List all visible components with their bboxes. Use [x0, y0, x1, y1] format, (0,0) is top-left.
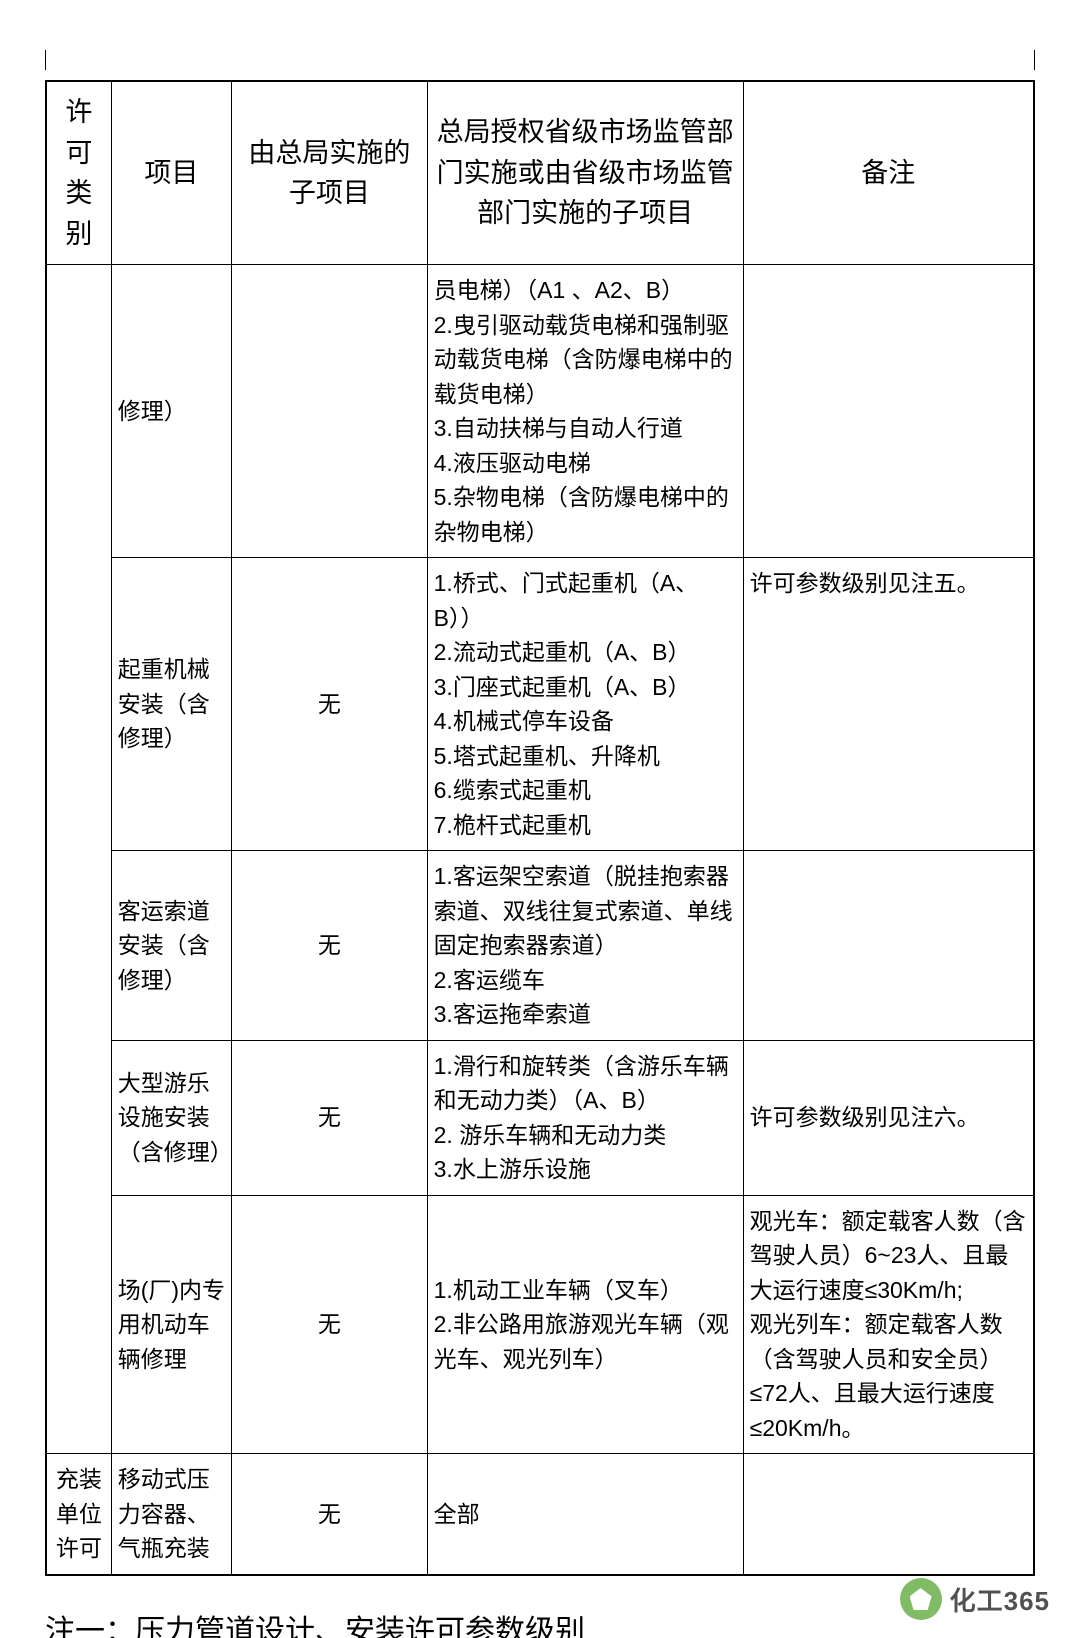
section-heading: 注一：压力管道设计、安装许可参数级别: [45, 1606, 1035, 1638]
cell-category: 充装单位许可: [46, 1454, 111, 1575]
cell-note: 观光车：额定载客人数（含驾驶人员）6~23人、且最大运行速度≤30Km/h;观光…: [743, 1195, 1034, 1454]
cell-sub: 无: [232, 558, 428, 851]
page-top-rule: [45, 50, 1035, 70]
cell-note: [743, 851, 1034, 1041]
cell-project: 修理）: [111, 265, 231, 558]
cell-sub: 无: [232, 1040, 428, 1195]
table-row: 客运索道安装（含修理） 无 1.客运架空索道（脱挂抱索器索道、双线往复式索道、单…: [46, 851, 1034, 1041]
cell-project: 客运索道安装（含修理）: [111, 851, 231, 1041]
cell-sub: 无: [232, 851, 428, 1041]
cell-project: 场(厂)内专用机动车辆修理: [111, 1195, 231, 1454]
cell-project: 移动式压力容器、气瓶充装: [111, 1454, 231, 1575]
main-permit-table: 许可类别 项目 由总局实施的子项目 总局授权省级市场监管部门实施或由省级市场监管…: [45, 80, 1035, 1576]
cell-auth: 1.滑行和旋转类（含游乐车辆和无动力类）（A、B）2. 游乐车辆和无动力类3.水…: [427, 1040, 743, 1195]
th-project: 项目: [111, 81, 231, 265]
table-row: 大型游乐设施安装（含修理） 无 1.滑行和旋转类（含游乐车辆和无动力类）（A、B…: [46, 1040, 1034, 1195]
cell-note: 许可参数级别见注六。: [743, 1040, 1034, 1195]
cell-auth: 1.桥式、门式起重机（A、B））2.流动式起重机（A、B）3.门座式起重机（A、…: [427, 558, 743, 851]
th-note: 备注: [743, 81, 1034, 265]
cell-sub: 无: [232, 1454, 428, 1575]
cell-auth: 1.客运架空索道（脱挂抱索器索道、双线往复式索道、单线固定抱索器索道）2.客运缆…: [427, 851, 743, 1041]
watermark-text: 化工365: [950, 1581, 1050, 1618]
cell-auth: 员电梯）（A1 、A2、B）2.曳引驱动载货电梯和强制驱动载货电梯（含防爆电梯中…: [427, 265, 743, 558]
cell-sub: [232, 265, 428, 558]
th-authorized: 总局授权省级市场监管部门实施或由省级市场监管部门实施的子项目: [427, 81, 743, 265]
table-row: 修理） 员电梯）（A1 、A2、B）2.曳引驱动载货电梯和强制驱动载货电梯（含防…: [46, 265, 1034, 558]
table-row: 场(厂)内专用机动车辆修理 无 1.机动工业车辆（叉车）2.非公路用旅游观光车辆…: [46, 1195, 1034, 1454]
table-header-row: 许可类别 项目 由总局实施的子项目 总局授权省级市场监管部门实施或由省级市场监管…: [46, 81, 1034, 265]
cell-category-blank: [46, 265, 111, 1454]
th-subproject: 由总局实施的子项目: [232, 81, 428, 265]
cell-auth: 1.机动工业车辆（叉车）2.非公路用旅游观光车辆（观光车、观光列车）: [427, 1195, 743, 1454]
cell-note: [743, 1454, 1034, 1575]
cell-project: 大型游乐设施安装（含修理）: [111, 1040, 231, 1195]
table-row: 充装单位许可 移动式压力容器、气瓶充装 无 全部: [46, 1454, 1034, 1575]
cell-note: 许可参数级别见注五。: [743, 558, 1034, 851]
cell-note: [743, 265, 1034, 558]
cell-project: 起重机械安装（含修理）: [111, 558, 231, 851]
th-category: 许可类别: [46, 81, 111, 265]
cell-auth: 全部: [427, 1454, 743, 1575]
watermark: 化工365: [900, 1578, 1050, 1620]
table-row: 起重机械安装（含修理） 无 1.桥式、门式起重机（A、B））2.流动式起重机（A…: [46, 558, 1034, 851]
cell-sub: 无: [232, 1195, 428, 1454]
watermark-logo-icon: [900, 1578, 942, 1620]
